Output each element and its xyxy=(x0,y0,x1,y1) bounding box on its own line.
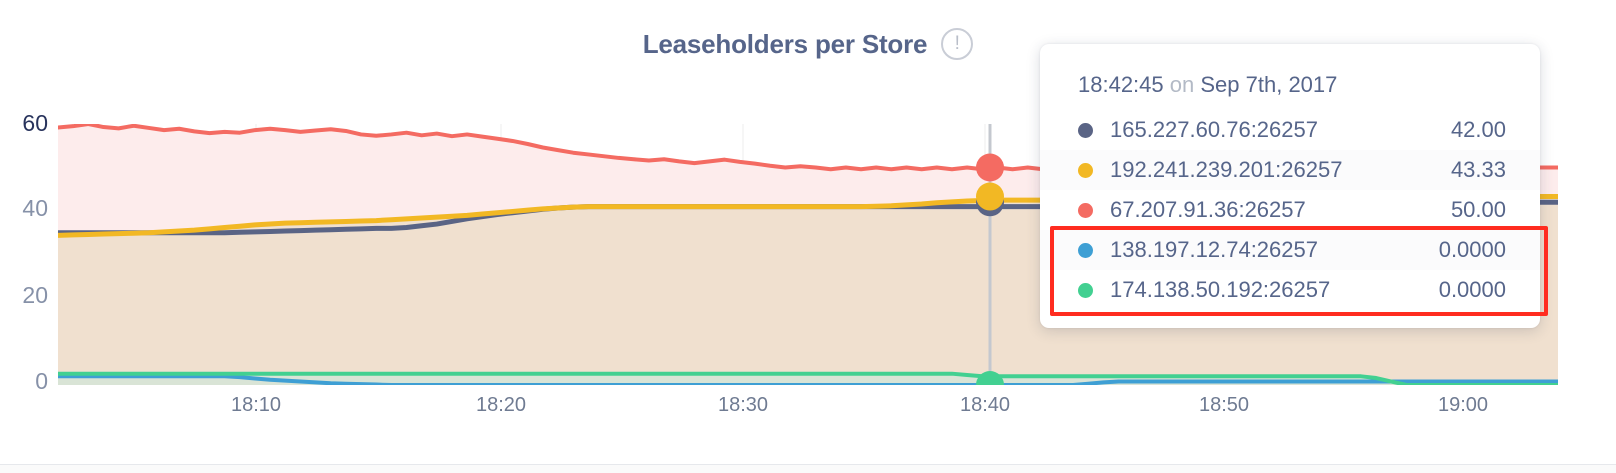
hover-marker-174-138-50-192 xyxy=(976,371,1004,385)
alert-circle-glyph: ! xyxy=(954,32,960,54)
tooltip-series-value: 0.0000 xyxy=(1438,277,1506,302)
tooltip-series-value: 42.00 xyxy=(1450,117,1506,142)
tooltip-series-label: 174.138.50.192:26257 xyxy=(1110,277,1331,302)
series-color-dot xyxy=(1078,202,1093,218)
x-axis-tick: 18:40 xyxy=(959,394,1011,416)
y-axis-label-40: 40 xyxy=(22,195,48,221)
y-axis-label-60: 60 xyxy=(22,110,48,136)
page-title: Leaseholders per Store xyxy=(642,28,928,59)
tooltip-row: 192.241.239.201:26257 43.33 xyxy=(1040,150,1540,190)
tooltip-row: 138.197.12.74:26257 0.0000 xyxy=(1040,230,1540,270)
hover-marker-67-207-91-36 xyxy=(976,153,1004,182)
tooltip-series-value: 0.0000 xyxy=(1438,237,1506,262)
tooltip-series-label: 192.241.239.201:26257 xyxy=(1110,157,1343,182)
tooltip-date: Sep 7th, 2017 xyxy=(1200,72,1338,97)
y-axis-label-20: 20 xyxy=(22,282,48,308)
tooltip-series-list: 165.227.60.76:26257 42.00 192.241.239.201:… xyxy=(1040,110,1548,316)
hover-tooltip: 18:42:45 on Sep 7th, 2017 165.227.60.76:… xyxy=(1040,44,1548,328)
tooltip-on-word: on xyxy=(1169,72,1195,97)
tooltip-series-label: 165.227.60.76:26257 xyxy=(1110,117,1318,142)
series-line-138-197-12-74 xyxy=(58,374,1558,385)
x-axis-tick: 18:50 xyxy=(1198,394,1250,416)
tooltip-series-value: 50.00 xyxy=(1450,197,1506,222)
tooltip-timestamp: 18:42:45 on Sep 7th, 2017 xyxy=(1040,64,1540,110)
x-axis: 18:10 18:20 18:30 18:40 18:50 19:00 xyxy=(0,394,1616,424)
y-axis-label-0: 0 xyxy=(35,368,48,394)
x-axis-tick: 18:20 xyxy=(475,394,527,416)
hover-marker-192-241-239-201 xyxy=(976,182,1004,211)
tooltip-series-label: 67.207.91.36:26257 xyxy=(1110,197,1306,222)
series-line-174-138-50-192 xyxy=(58,371,1558,385)
tooltip-series-label: 138.197.12.74:26257 xyxy=(1110,237,1318,262)
tooltip-row: 165.227.60.76:26257 42.00 xyxy=(1040,110,1540,150)
panel-divider xyxy=(0,464,1616,465)
series-color-dot xyxy=(1078,242,1093,258)
x-axis-tick: 19:00 xyxy=(1437,394,1489,416)
series-color-dot xyxy=(1078,162,1093,178)
tooltip-time: 18:42:45 xyxy=(1078,72,1164,97)
panel-footer-strip xyxy=(0,465,1616,473)
x-axis-tick: 18:10 xyxy=(230,394,282,416)
series-color-dot xyxy=(1078,282,1093,298)
x-axis-tick: 18:30 xyxy=(717,394,769,416)
tooltip-series-value: 43.33 xyxy=(1450,157,1506,182)
alert-circle-icon[interactable]: ! xyxy=(941,28,974,60)
tooltip-row: 67.207.91.36:26257 50.00 xyxy=(1040,190,1540,230)
series-color-dot xyxy=(1078,122,1093,138)
tooltip-row: 174.138.50.192:26257 0.0000 xyxy=(1040,270,1540,310)
